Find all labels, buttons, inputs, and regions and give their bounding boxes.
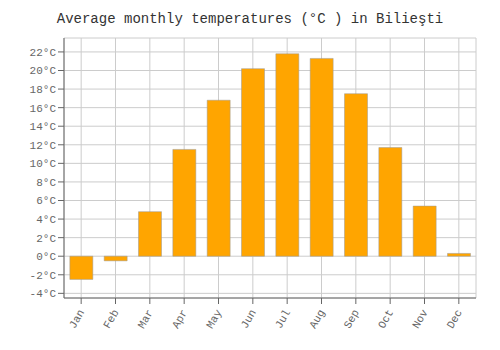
svg-text:-2°C: -2°C xyxy=(30,270,57,282)
svg-text:16°C: 16°C xyxy=(30,103,57,115)
html-text:Average monthly temperatures (: Average monthly temperatures (°C ) in Bi… xyxy=(56,11,444,27)
svg-text:0°C: 0°C xyxy=(36,251,56,263)
svg-text:Nov: Nov xyxy=(410,307,430,330)
svg-text:Jul: Jul xyxy=(273,308,293,331)
svg-text:2°C: 2°C xyxy=(36,233,56,245)
svg-text:May: May xyxy=(204,307,224,330)
svg-text:12°C: 12°C xyxy=(30,140,57,152)
svg-text:4°C: 4°C xyxy=(36,214,56,226)
svg-text:Sep: Sep xyxy=(342,308,362,331)
svg-text:Oct: Oct xyxy=(376,308,396,331)
svg-text:Feb: Feb xyxy=(101,308,121,331)
svg-text:10°C: 10°C xyxy=(30,158,57,170)
svg-text:Dec: Dec xyxy=(445,308,465,331)
svg-text:22°C: 22°C xyxy=(30,47,57,59)
svg-text:6°C: 6°C xyxy=(36,195,56,207)
svg-text:-4°C: -4°C xyxy=(30,288,57,300)
svg-text:Mar: Mar xyxy=(136,308,156,331)
svg-text:14°C: 14°C xyxy=(30,121,57,133)
svg-text:Apr: Apr xyxy=(170,308,190,331)
svg-text:Jan: Jan xyxy=(67,308,87,331)
svg-text:Aug: Aug xyxy=(307,308,327,331)
svg-text:Jun: Jun xyxy=(239,308,259,331)
svg-text:8°C: 8°C xyxy=(36,177,56,189)
svg-text:20°C: 20°C xyxy=(30,65,57,77)
svg-text:18°C: 18°C xyxy=(30,84,57,96)
